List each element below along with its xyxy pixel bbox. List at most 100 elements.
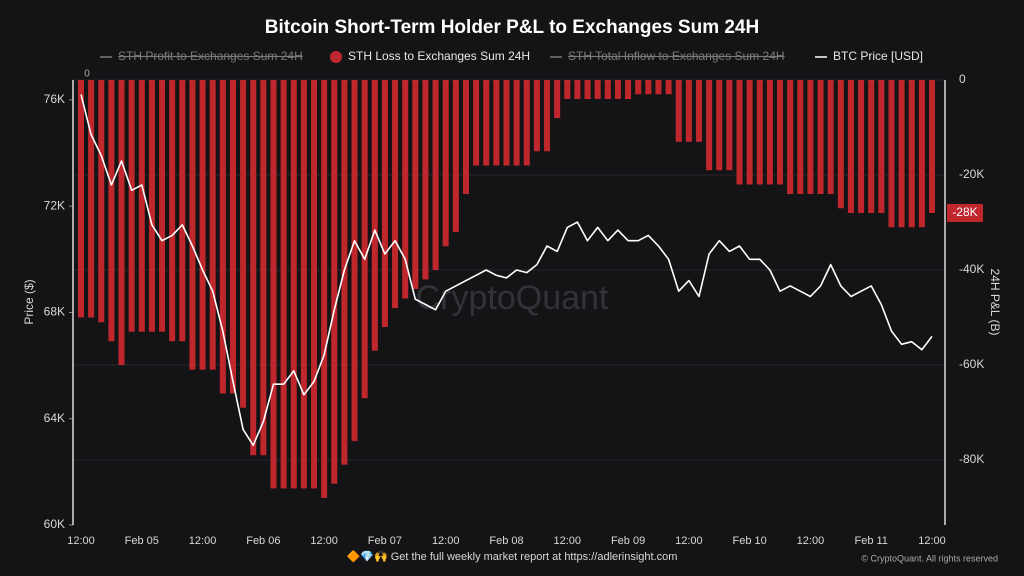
- x-tick-label: 12:00: [432, 535, 460, 547]
- bar: [280, 80, 287, 489]
- bar: [918, 80, 925, 228]
- bar: [392, 80, 399, 308]
- bar: [564, 80, 571, 99]
- bar: [300, 80, 307, 489]
- bar: [675, 80, 682, 142]
- y-tick-label: 76K: [44, 92, 65, 106]
- bar: [594, 80, 601, 99]
- bar: [452, 80, 459, 232]
- bar: [716, 80, 723, 171]
- current-value-label: -28K: [952, 205, 977, 219]
- bar: [878, 80, 885, 213]
- x-tick-label: 12:00: [797, 535, 825, 547]
- bar: [817, 80, 824, 194]
- bar: [412, 80, 419, 289]
- bar: [493, 80, 500, 166]
- bar: [868, 80, 875, 213]
- bar: [554, 80, 561, 118]
- x-tick-label: Feb 06: [246, 535, 280, 547]
- bar: [189, 80, 196, 370]
- bar: [179, 80, 186, 342]
- bar: [766, 80, 773, 185]
- y-tick-label: 72K: [44, 198, 65, 212]
- x-tick-label: 12:00: [675, 535, 703, 547]
- bar: [695, 80, 702, 142]
- x-tick-label: Feb 11: [854, 535, 887, 547]
- bar: [260, 80, 267, 456]
- bar: [726, 80, 733, 171]
- bar: [473, 80, 480, 166]
- bar: [229, 80, 236, 394]
- bar: [209, 80, 216, 370]
- bar: [462, 80, 469, 194]
- bar: [442, 80, 449, 247]
- bar: [777, 80, 784, 185]
- footer: 🔶💎🙌 Get the full weekly market report at…: [347, 550, 678, 563]
- bar: [351, 80, 358, 441]
- x-tick-label: 12:00: [918, 535, 946, 547]
- bar: [787, 80, 794, 194]
- legend-label: STH Loss to Exchanges Sum 24H: [348, 49, 530, 63]
- y-tick-label: 60K: [44, 517, 65, 531]
- y-axis-label: Price ($): [22, 279, 36, 324]
- bar: [290, 80, 297, 489]
- bar: [655, 80, 662, 95]
- bar: [331, 80, 338, 484]
- y-tick-label: 64K: [44, 411, 65, 425]
- bar: [665, 80, 672, 95]
- x-tick-label: 12:00: [554, 535, 582, 547]
- x-tick-label: 12:00: [67, 535, 95, 547]
- chart-title: Bitcoin Short-Term Holder P&L to Exchang…: [265, 17, 759, 38]
- bar: [827, 80, 834, 194]
- bar: [908, 80, 915, 228]
- bar: [422, 80, 429, 280]
- x-tick-label: 12:00: [189, 535, 217, 547]
- bar: [645, 80, 652, 95]
- bar: [128, 80, 135, 332]
- current-value-badge: [947, 203, 983, 222]
- bar: [270, 80, 277, 489]
- bar: [736, 80, 743, 185]
- y-tick-label: 68K: [44, 305, 65, 319]
- y2-tick-label: -20K: [959, 167, 984, 181]
- y2-tick-label: -40K: [959, 262, 984, 276]
- bar: [240, 80, 247, 408]
- bar: [706, 80, 713, 171]
- bar: [402, 80, 409, 299]
- bar: [584, 80, 591, 99]
- bar: [250, 80, 257, 456]
- bar: [118, 80, 125, 365]
- bar: [604, 80, 611, 99]
- bar: [898, 80, 905, 228]
- bar: [574, 80, 581, 99]
- bar: [746, 80, 753, 185]
- bar: [513, 80, 520, 166]
- bar: [98, 80, 105, 323]
- bar: [381, 80, 388, 327]
- bar: [148, 80, 155, 332]
- legend-label: BTC Price [USD]: [833, 49, 923, 63]
- bar: [219, 80, 226, 394]
- y2-tick-label: 0: [959, 72, 966, 86]
- bar: [756, 80, 763, 185]
- bar: [544, 80, 551, 152]
- bar: [614, 80, 621, 99]
- bar: [929, 80, 935, 213]
- bar: [797, 80, 804, 194]
- y2-axis-label: 24H P&L (B): [988, 269, 1002, 336]
- x-tick-label: Feb 10: [733, 535, 767, 547]
- y2-tick-label: -60K: [959, 357, 984, 371]
- bar: [888, 80, 895, 228]
- bar: [108, 80, 115, 342]
- bar: [361, 80, 368, 399]
- bar: [858, 80, 865, 213]
- bar: [321, 80, 328, 498]
- bar: [311, 80, 318, 489]
- bar: [138, 80, 145, 332]
- top-annotation: 0: [84, 69, 90, 80]
- bar: [523, 80, 530, 166]
- bar: [635, 80, 642, 95]
- bar: [533, 80, 540, 152]
- x-tick-label: Feb 05: [125, 535, 159, 547]
